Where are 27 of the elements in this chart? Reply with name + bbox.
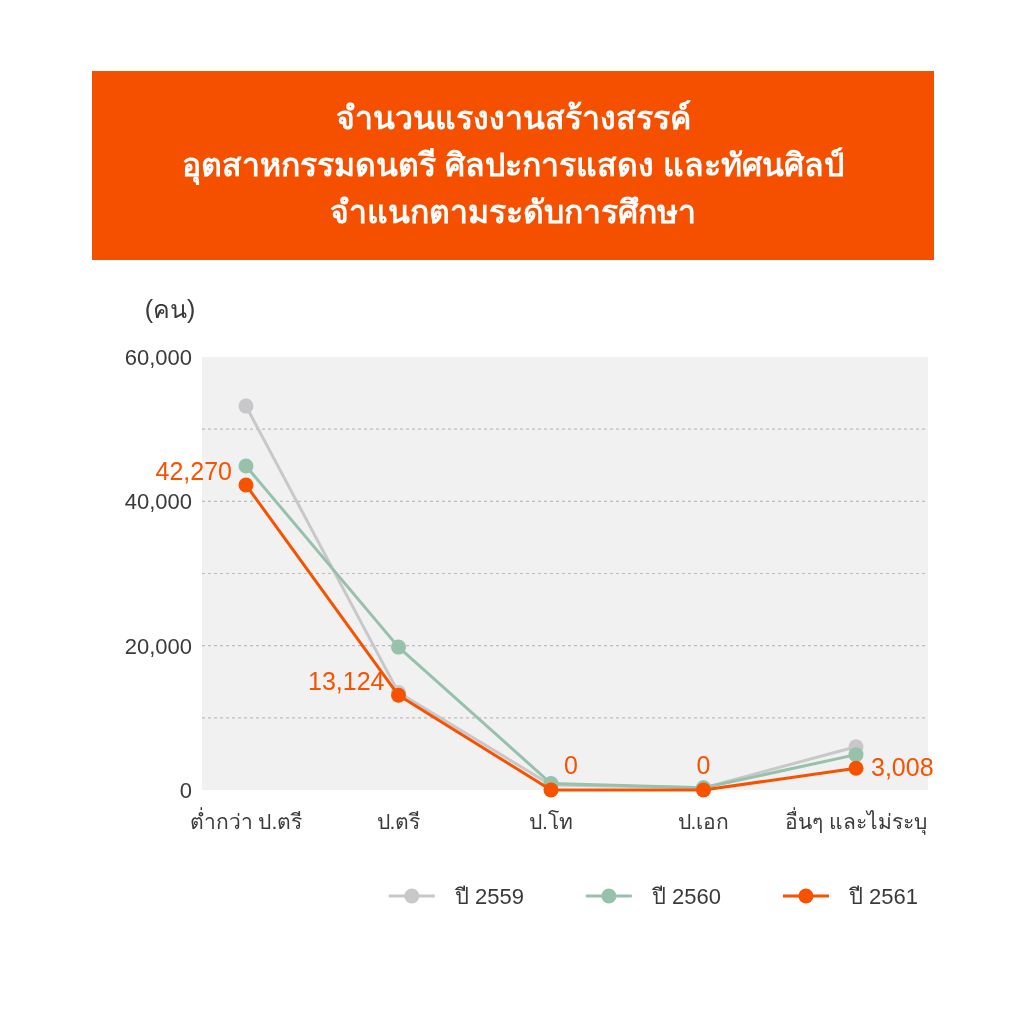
data-label: 13,124 <box>308 667 385 696</box>
legend-label: ปี 2561 <box>847 884 918 909</box>
data-label: 42,270 <box>155 456 232 485</box>
title: จำนวนแรงงานสร้างสรรค์ อุตสาหกรรมดนตรี ศิลปะการแสดง และทัศนศิลป์ จำแนกตามระดับการศึกษา <box>92 71 934 260</box>
y-tick-label: 60,000 <box>124 345 192 370</box>
point <box>848 747 864 763</box>
legend-label: ปี 2560 <box>650 884 721 909</box>
y-tick-label: 40,000 <box>124 489 192 515</box>
point <box>238 458 254 474</box>
y-axis-title: (คน) <box>144 295 196 323</box>
y-tick-label: 0 <box>179 778 192 803</box>
x-tick-label: ป.เอก <box>677 810 730 833</box>
data-label: 3,008 <box>871 753 934 782</box>
x-tick-label: ต่ำกว่า ป.ตรี <box>189 807 303 833</box>
x-tick-label: อื่นๆ และไม่ระบุ <box>785 807 927 835</box>
data-label: 0 <box>696 751 711 779</box>
point <box>848 760 864 776</box>
point <box>238 477 254 493</box>
point <box>391 639 406 655</box>
chart-title: จำนวนแรงงานสร้างสรรค์ อุตสาหกรรมดนตรี ศิลปะการแสดง และทัศนศิลป์ จำแนกตามระดับการศึกษา <box>182 100 844 230</box>
x-tick-label: ป.โท <box>529 810 573 833</box>
legend-label: ปี 2559 <box>453 884 524 909</box>
y-tick-label: 20,000 <box>124 633 192 659</box>
x-tick-label: ป.ตรี <box>376 810 421 833</box>
point <box>238 398 254 414</box>
point <box>543 782 559 798</box>
data-label: 0 <box>564 751 578 779</box>
